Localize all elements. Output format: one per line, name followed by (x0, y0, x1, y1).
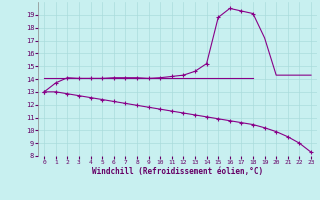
X-axis label: Windchill (Refroidissement éolien,°C): Windchill (Refroidissement éolien,°C) (92, 167, 263, 176)
